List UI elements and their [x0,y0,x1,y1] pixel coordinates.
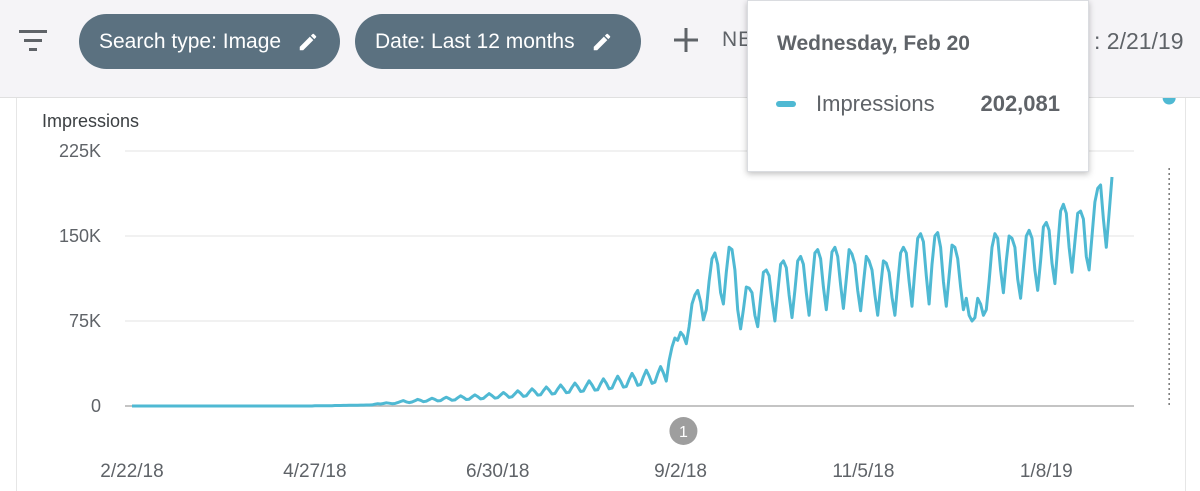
chip-label: Date: Last 12 months [375,29,575,53]
date-range-text: : 2/21/19 [1094,28,1184,54]
add-filter-label: NE [722,28,754,51]
tooltip-series-name: Impressions [816,91,935,116]
add-filter-button[interactable]: NE [672,26,753,54]
chart-tooltip: Wednesday, Feb 20 Impressions 202,081 [747,0,1089,172]
y-tick-label: 225K [59,141,101,161]
x-tick-label: 11/5/18 [832,461,894,482]
y-tick-label: 75K [69,311,101,331]
tooltip-series-swatch [776,101,796,107]
plus-icon [674,28,698,52]
x-tick-label: 1/8/19 [1020,461,1073,482]
y-tick-label: 150K [59,226,101,246]
chip-label: Search type: Image [99,29,282,53]
tooltip-value: 202,081 [980,91,1060,116]
impressions-series-line [132,176,1114,408]
date-filter-chip[interactable]: Date: Last 12 months [355,14,641,69]
x-tick-label: 9/2/18 [654,461,707,482]
search-type-filter-chip[interactable]: Search type: Image [79,14,340,69]
y-tick-label: 0 [91,396,101,416]
performance-chart-card: Impressions 0 75K 150K 225K 2/22/18 4/27/18 6/3… [16,98,1186,491]
pencil-icon[interactable] [297,31,319,53]
y-axis-title: Impressions [42,111,139,131]
filter-list-icon[interactable] [18,28,48,52]
impressions-chart[interactable]: Impressions 0 75K 150K 225K 2/22/18 4/27/18 6/3… [17,98,1185,491]
x-tick-label: 4/27/18 [283,461,346,482]
annotation-marker-label: 1 [679,424,688,441]
x-tick-label: 6/30/18 [466,461,529,482]
pencil-icon[interactable] [591,31,613,53]
annotation-marker [669,417,698,445]
tooltip-date: Wednesday, Feb 20 [777,32,970,55]
x-tick-label: 2/22/18 [100,461,163,482]
highlight-point [1162,98,1176,105]
